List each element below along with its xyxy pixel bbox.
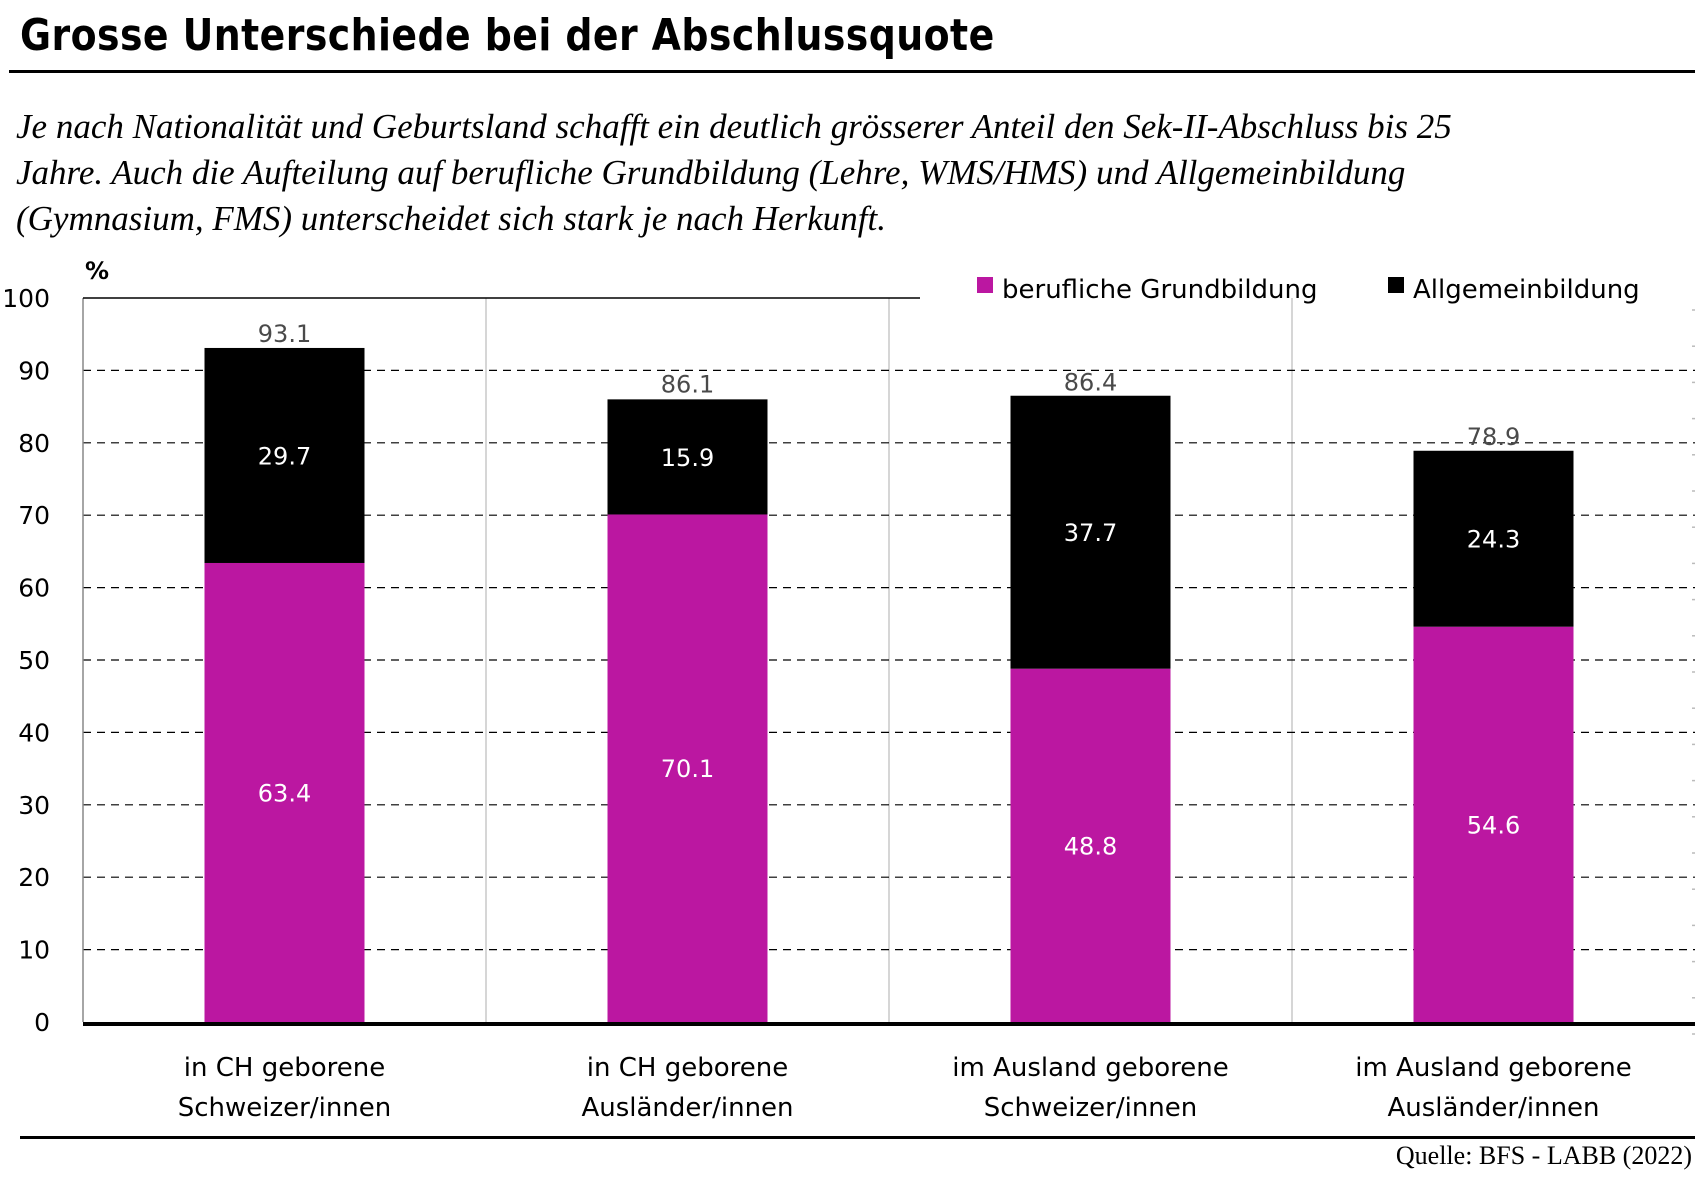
bar-segment-berufliche [607,514,768,1022]
segment-value-label: 15.9 [661,444,714,472]
y-tick-label: 80 [18,429,50,458]
y-tick-label: 40 [18,718,50,747]
legend-swatch-berufliche [977,277,993,293]
category-label: in CH geborene [587,1053,788,1083]
segment-value-label: 63.4 [258,779,311,807]
chart-title: Grosse Unterschiede bei der Abschlussquo… [20,10,995,61]
bar-segment-allgemein [204,347,365,563]
footer-divider [20,1136,1695,1139]
y-tick-label: 60 [18,574,50,603]
category-label: in CH geborene [184,1053,385,1083]
legend-label-allgemein: Allgemeinbildung [1413,275,1640,305]
segment-value-label: 48.8 [1064,832,1117,860]
y-tick-label: 90 [18,356,50,385]
subtitle-line: (Gymnasium, FMS) unterscheidet sich star… [16,199,886,238]
legend-label-berufliche: berufliche Grundbildung [1002,275,1318,305]
y-tick-label: 10 [18,936,50,965]
y-tick-label: 30 [18,791,50,820]
legend-swatch-allgemein [1388,277,1404,293]
category-label: Ausländer/innen [581,1093,793,1123]
bar-segment-berufliche [204,562,365,1022]
title-divider [9,70,1695,73]
subtitle-line: Je nach Nationalität und Geburtsland sch… [16,107,1452,146]
segment-value-label: 29.7 [258,442,311,470]
segment-value-label: 37.7 [1064,519,1117,547]
bar-segment-berufliche [1010,668,1171,1022]
chart-subtitle: Je nach Nationalität und Geburtsland sch… [16,104,1676,242]
y-tick-label: 70 [18,501,50,530]
category-label: Schweizer/innen [984,1093,1198,1123]
segment-value-label: 24.3 [1467,526,1520,554]
category-label: im Ausland geborene [1355,1053,1632,1083]
y-tick-label: 20 [18,863,50,892]
y-unit-label: % [85,257,109,285]
bar-segment-allgemein [607,399,768,515]
y-tick-label: 0 [34,1008,50,1037]
total-value-label: 86.4 [1064,368,1117,396]
category-label: Ausländer/innen [1387,1093,1599,1123]
total-value-label: 78.9 [1467,423,1520,451]
category-label: Schweizer/innen [178,1093,392,1123]
segment-value-label: 54.6 [1467,811,1520,839]
subtitle-line: Jahre. Auch die Aufteilung auf beruflich… [16,153,1406,192]
bar-segment-berufliche [1413,626,1574,1022]
y-tick-label: 50 [18,646,50,675]
source-note: Quelle: BFS - LABB (2022) [1395,1141,1692,1170]
total-value-label: 86.1 [661,371,714,399]
category-label: im Ausland geborene [952,1053,1229,1083]
y-tick-label: 100 [2,284,50,313]
bar-segment-allgemein [1413,450,1574,627]
segment-value-label: 70.1 [661,755,714,783]
total-value-label: 93.1 [258,320,311,348]
bar-segment-allgemein [1010,395,1171,669]
